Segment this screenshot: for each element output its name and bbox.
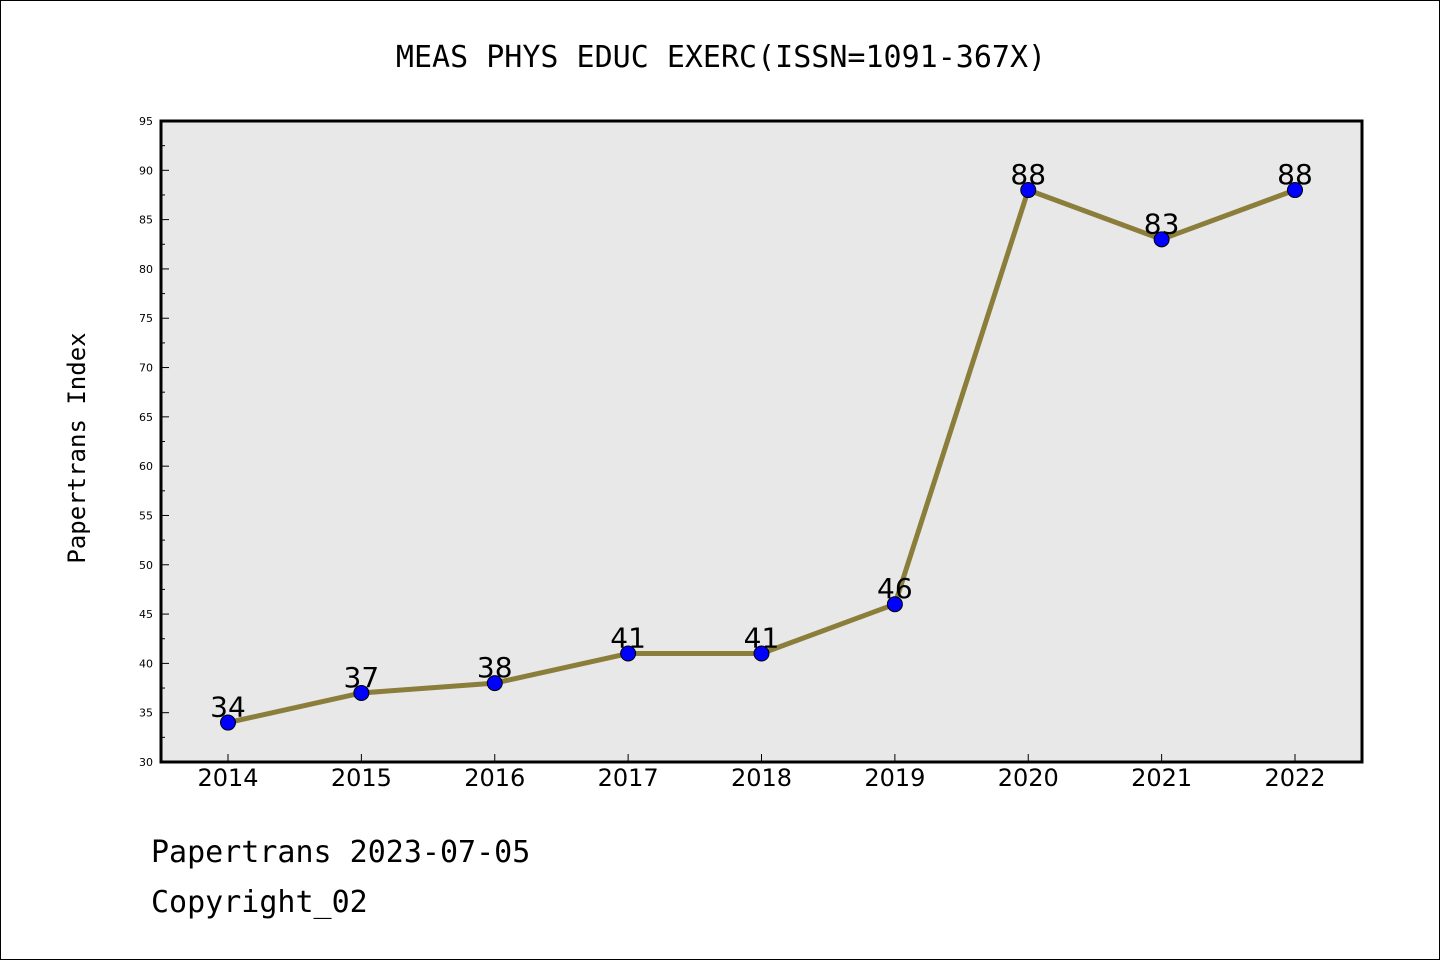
data-label: 41 — [744, 622, 780, 655]
data-label: 37 — [344, 661, 380, 694]
data-point — [620, 645, 637, 662]
data-point — [353, 684, 370, 701]
x-tick-label: 2015 — [331, 764, 392, 792]
y-tick-label: 55 — [139, 509, 153, 522]
data-point — [1153, 231, 1170, 248]
y-tick-label: 80 — [139, 263, 153, 276]
x-tick-label: 2019 — [864, 764, 925, 792]
data-label: 38 — [477, 651, 513, 684]
y-tick-label: 30 — [139, 756, 153, 769]
y-tick-label: 50 — [139, 559, 153, 572]
y-tick-label: 65 — [139, 411, 153, 424]
y-tick-label: 85 — [139, 214, 153, 227]
data-point — [486, 675, 503, 692]
data-label: 41 — [610, 622, 646, 655]
data-label: 88 — [1010, 158, 1046, 191]
y-tick-label: 70 — [139, 362, 153, 375]
x-tick-label: 2018 — [731, 764, 792, 792]
x-tick-label: 2020 — [998, 764, 1059, 792]
y-tick-label: 60 — [139, 460, 153, 473]
x-tick-label: 2014 — [197, 764, 258, 792]
y-tick-label: 75 — [139, 312, 153, 325]
data-point — [220, 714, 236, 731]
x-tick-label: 2021 — [1131, 764, 1192, 792]
data-series: 34 37 38 41 41 46 88 83 88 — [210, 158, 1313, 731]
y-tick-label: 95 — [139, 115, 153, 128]
footer-copyright: Copyright_02 — [151, 885, 368, 920]
x-axis: 2014 2015 2016 2017 2018 2019 2020 2021 2022 — [197, 754, 1326, 792]
data-point — [1287, 182, 1303, 199]
data-point — [1020, 182, 1037, 199]
y-tick-label: 45 — [139, 608, 153, 621]
x-tick-label: 2016 — [464, 764, 525, 792]
y-tick-label: 90 — [139, 164, 153, 177]
data-label: 46 — [877, 572, 913, 605]
data-point — [753, 645, 770, 662]
plot-area — [159, 119, 1364, 764]
data-label: 83 — [1144, 207, 1180, 240]
y-axis: 30 35 40 45 50 55 60 65 70 75 80 85 90 95 — [139, 115, 169, 769]
x-tick-label: 2022 — [1264, 764, 1325, 792]
data-point — [886, 596, 903, 613]
y-tick-label: 35 — [139, 707, 153, 720]
data-label: 34 — [210, 691, 246, 724]
x-tick-label: 2017 — [598, 764, 659, 792]
chart-title: MEAS PHYS EDUC EXERC(ISSN=1091-367X) — [396, 40, 1046, 75]
y-tick-label: 40 — [139, 657, 153, 670]
footer-date-line: Papertrans 2023-07-05 — [151, 835, 531, 870]
y-axis-label: Papertrans Index — [63, 332, 91, 563]
data-label: 88 — [1277, 158, 1313, 191]
